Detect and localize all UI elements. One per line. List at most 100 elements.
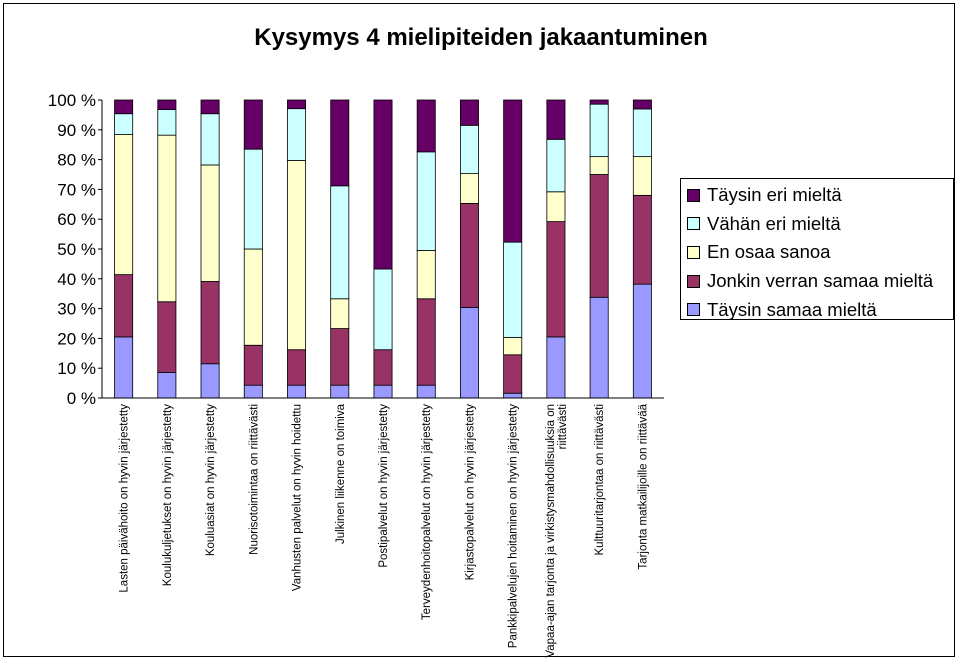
bar-segment xyxy=(330,99,350,187)
legend-label-taysin-eri: Täysin eri mieltä xyxy=(707,184,842,206)
x-tick-label: Kouluasiat on hyvin järjestetty xyxy=(205,404,217,556)
x-tick-label: Koulukuljetukset on hyvin järjestetty xyxy=(162,404,174,586)
legend-item-vahan-eri: Vähän eri mieltä xyxy=(681,210,953,239)
bar-segment xyxy=(200,99,220,115)
bar-segment xyxy=(243,248,263,346)
y-tick-label: 100 % xyxy=(48,91,96,110)
x-axis-labels: Lasten päivähoito on hyvin järjestetty Ko… xyxy=(119,403,650,657)
x-tick-label: Vanhusten palvelut on hyvin hoidettu xyxy=(292,404,304,591)
legend-label-en-osaa: En osaa sanoa xyxy=(707,241,831,263)
bar-segment xyxy=(330,298,350,329)
bar-segment xyxy=(632,99,652,110)
bar-segment xyxy=(459,99,479,126)
bar-segment xyxy=(287,384,307,399)
bar-segment xyxy=(416,99,436,153)
x-tick-label: Julkinen liikenne on toimiva xyxy=(335,403,347,544)
bar-segment xyxy=(546,138,566,193)
bar-segment xyxy=(114,274,134,338)
legend-item-taysin-samaa: Täysin samaa mieltä xyxy=(681,295,953,324)
bar-segment xyxy=(632,194,652,285)
legend-item-taysin-eri: Täysin eri mieltä xyxy=(681,181,953,210)
bar-segment xyxy=(373,99,393,270)
x-tick-label: Terveydenhoitopalvelut on hyvin järjeste… xyxy=(421,404,433,620)
y-tick-label: 20 % xyxy=(57,329,96,348)
bar-segment xyxy=(200,363,220,399)
bar-segment xyxy=(243,99,263,150)
y-tick-label: 40 % xyxy=(57,270,96,289)
bar-segment xyxy=(287,349,307,386)
bar-segment xyxy=(546,221,566,338)
y-tick-label: 0 % xyxy=(67,389,96,408)
x-tick-label: Kulttuuritarjontaa on riittävästi xyxy=(594,404,606,556)
bar-segment xyxy=(416,384,436,399)
bar-segment xyxy=(589,174,609,298)
bar-segment xyxy=(114,134,134,276)
bar-segment xyxy=(589,296,609,399)
bar-segment xyxy=(330,185,350,300)
legend-item-jonkin-verran: Jonkin verran samaa mieltä xyxy=(681,267,953,296)
bar-segment xyxy=(416,151,436,251)
y-tick-label: 50 % xyxy=(57,240,96,259)
legend-label-vahan-eri: Vähän eri mieltä xyxy=(707,212,841,234)
y-tick-label: 10 % xyxy=(57,359,96,378)
y-tick-label: 90 % xyxy=(57,121,96,140)
bar-segment xyxy=(200,164,220,282)
x-tick-label: Kirjastopalvelut on hyvin järjestetty xyxy=(464,404,476,581)
legend-label-jonkin-verran: Jonkin verran samaa mieltä xyxy=(707,270,934,292)
bar-segment xyxy=(546,99,566,140)
bar-segment xyxy=(243,344,263,386)
bar-segment xyxy=(287,160,307,351)
legend-swatch-jonkin-verran xyxy=(687,274,700,288)
legend-swatch-taysin-samaa xyxy=(687,303,700,317)
y-tick-label: 80 % xyxy=(57,151,96,170)
x-tick-label: Tarjonta matkailijoille on riittävää xyxy=(637,403,649,569)
bar-segment xyxy=(114,113,134,135)
x-tick-label: Vapaa-ajan tarjonta ja virkistysmahdolli… xyxy=(545,404,569,658)
bar-segment xyxy=(243,148,263,250)
legend-swatch-taysin-eri xyxy=(687,188,700,202)
y-axis-ticks: 0 % 10 % 20 % 30 % 40 % 50 % 60 % 70 % 80 % 90 % 1… xyxy=(48,91,102,408)
bar-segment xyxy=(287,99,307,110)
bar-segment xyxy=(287,108,307,161)
legend-label-taysin-samaa: Täysin samaa mieltä xyxy=(707,298,877,320)
bar-segment xyxy=(157,99,177,110)
chart-title: Kysymys 4 mielipiteiden jakaantuminen xyxy=(254,24,708,51)
x-tick-label: Pankkipalvelujen hoitaminen on hyvin jär… xyxy=(508,404,520,648)
bar-segment xyxy=(459,203,479,308)
bar-segment xyxy=(459,124,479,175)
bar-segment xyxy=(373,268,393,351)
bar-segment xyxy=(503,241,523,338)
x-tick-label: Nuorisotoimintaa on riittävästi xyxy=(248,404,260,555)
legend-item-en-osaa: En osaa sanoa xyxy=(681,238,953,267)
bar-segment xyxy=(546,191,566,222)
bar-segment xyxy=(114,99,134,115)
bar-segment xyxy=(632,283,652,399)
legend-swatch-en-osaa xyxy=(687,245,700,259)
y-tick-label: 30 % xyxy=(57,300,96,319)
bar-segment xyxy=(589,99,609,105)
bar-segment xyxy=(373,384,393,399)
bar-segment xyxy=(589,103,609,158)
bar-segment xyxy=(632,108,652,158)
bar-segment xyxy=(589,156,609,175)
bar-segment xyxy=(416,298,436,386)
bar-segment xyxy=(157,109,177,136)
bar-segment xyxy=(330,384,350,399)
bar-segment xyxy=(157,301,177,373)
bar-segment xyxy=(503,337,523,356)
chart-legend: Täysin eri mieltä Vähän eri mieltä En os… xyxy=(680,178,954,320)
bar-segment xyxy=(503,354,523,394)
bar-segment xyxy=(373,349,393,386)
x-tick-label: Lasten päivähoito on hyvin järjestetty xyxy=(119,404,131,593)
bar-segment xyxy=(114,336,134,399)
bar-segment xyxy=(632,156,652,196)
bar-segment xyxy=(459,307,479,399)
bar-segment xyxy=(503,392,523,399)
bar-segment xyxy=(157,134,177,303)
bar-segment xyxy=(546,336,566,399)
x-tick-label: Postipalvelut on hyvin järjestetty xyxy=(378,404,390,568)
bar-segment xyxy=(330,328,350,386)
bar-stacks xyxy=(114,99,652,399)
y-tick-label: 60 % xyxy=(57,210,96,229)
